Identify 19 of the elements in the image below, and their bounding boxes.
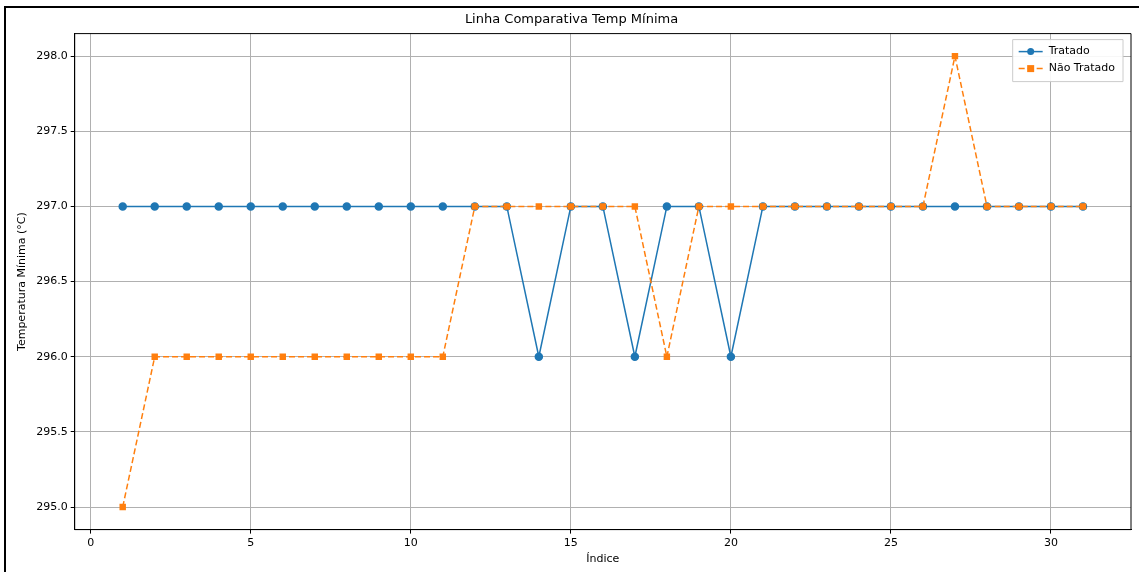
y-tick-label: 295.0 — [36, 499, 68, 513]
x-tick-label: 20 — [723, 536, 738, 550]
x-tick-label: 30 — [1043, 536, 1058, 550]
y-tick-label: 296.5 — [36, 274, 68, 288]
x-tick-label: 5 — [247, 536, 255, 550]
chart-title: Linha Comparativa Temp Mínima — [464, 11, 679, 27]
y-axis-title: Temperatura Mínima (°C) — [15, 212, 29, 352]
x-tick-label: 0 — [87, 536, 95, 550]
y-tick-label: 295.5 — [36, 424, 68, 438]
x-tick-label: 25 — [883, 536, 898, 550]
legend-label: Não Tratado — [1048, 61, 1116, 75]
y-tick-label: 296.0 — [36, 349, 68, 363]
y-tick-label: 297.0 — [36, 199, 68, 213]
x-tick-label: 15 — [563, 536, 578, 550]
y-tick-label: 298.0 — [36, 49, 68, 62]
x-tick-label: 10 — [403, 536, 418, 550]
x-axis-title: Índice — [586, 552, 620, 566]
legend-label: Tratado — [1047, 44, 1091, 58]
y-tick-label: 297.5 — [36, 124, 68, 138]
